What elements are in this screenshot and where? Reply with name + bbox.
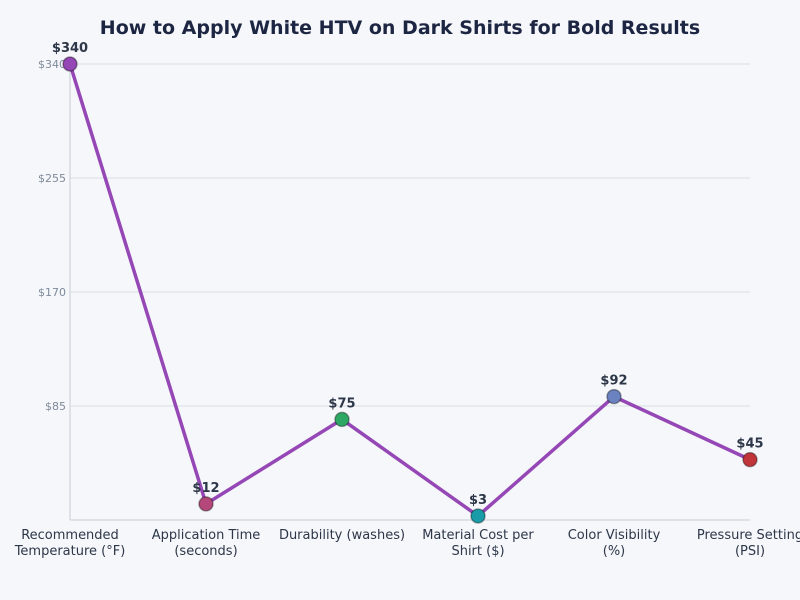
y-tick-label: $255: [38, 172, 66, 185]
data-label: $45: [736, 437, 763, 452]
series-line: [68, 63, 751, 518]
y-tick-label: $85: [45, 400, 66, 413]
x-tick-label: Color Visibility (%): [568, 528, 661, 559]
data-label: $340: [52, 41, 88, 56]
y-tick-label: $170: [38, 286, 66, 299]
x-tick-label: Recommended Temperature (°F): [14, 528, 126, 559]
x-tick-label: Application Time (seconds): [152, 528, 261, 559]
x-tick-label: Pressure Setting (PSI): [697, 528, 800, 559]
data-label: $75: [328, 396, 355, 411]
y-tick-label: $340: [38, 58, 66, 71]
data-label: $3: [469, 493, 487, 508]
x-tick-label: Material Cost per Shirt ($): [422, 528, 534, 559]
data-point[interactable]: [62, 56, 78, 72]
data-point[interactable]: [606, 388, 622, 405]
x-tick-label: Durability (washes): [279, 528, 405, 543]
data-point[interactable]: [470, 508, 486, 524]
data-label: $12: [192, 481, 219, 496]
data-label: $92: [600, 374, 627, 389]
data-point[interactable]: [334, 411, 350, 428]
chart-title: How to Apply White HTV on Dark Shirts fo…: [100, 17, 700, 39]
data-point[interactable]: [198, 496, 214, 512]
data-point[interactable]: [742, 451, 758, 468]
